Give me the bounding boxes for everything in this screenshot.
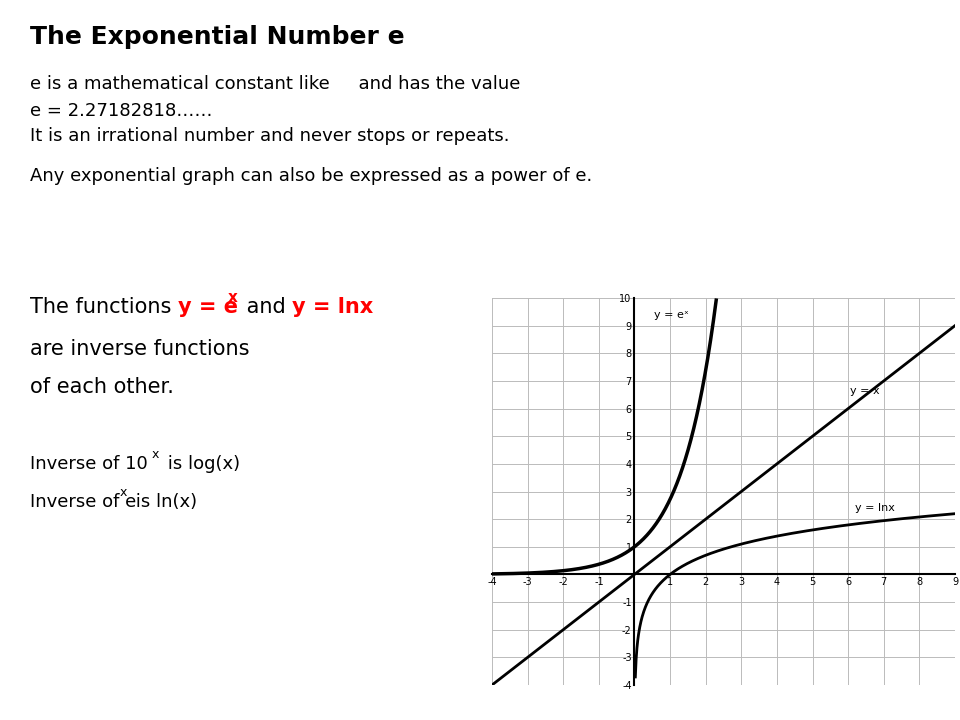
Text: and: and [240, 297, 293, 317]
Text: is ln(x): is ln(x) [130, 493, 197, 511]
Text: x: x [120, 486, 128, 499]
Text: The functions: The functions [30, 297, 178, 317]
Text: is log(x): is log(x) [162, 455, 240, 473]
Text: are inverse functions: are inverse functions [30, 339, 250, 359]
Text: x: x [228, 290, 238, 305]
Text: Any exponential graph can also be expressed as a power of e.: Any exponential graph can also be expres… [30, 167, 592, 185]
Text: of each other.: of each other. [30, 377, 174, 397]
Text: y = eˣ: y = eˣ [654, 310, 689, 320]
Text: e = 2.27182818……: e = 2.27182818…… [30, 102, 212, 120]
Text: y = x: y = x [850, 387, 879, 397]
Text: y = e: y = e [178, 297, 238, 317]
Text: e is a mathematical constant like     and has the value: e is a mathematical constant like and ha… [30, 75, 520, 93]
Text: It is an irrational number and never stops or repeats.: It is an irrational number and never sto… [30, 127, 510, 145]
Text: x: x [152, 448, 159, 461]
Text: Inverse of 10: Inverse of 10 [30, 455, 148, 473]
Text: Inverse of e: Inverse of e [30, 493, 136, 511]
Text: y = lnx: y = lnx [855, 503, 895, 513]
Text: The Exponential Number e: The Exponential Number e [30, 25, 404, 49]
Text: y = lnx: y = lnx [292, 297, 373, 317]
